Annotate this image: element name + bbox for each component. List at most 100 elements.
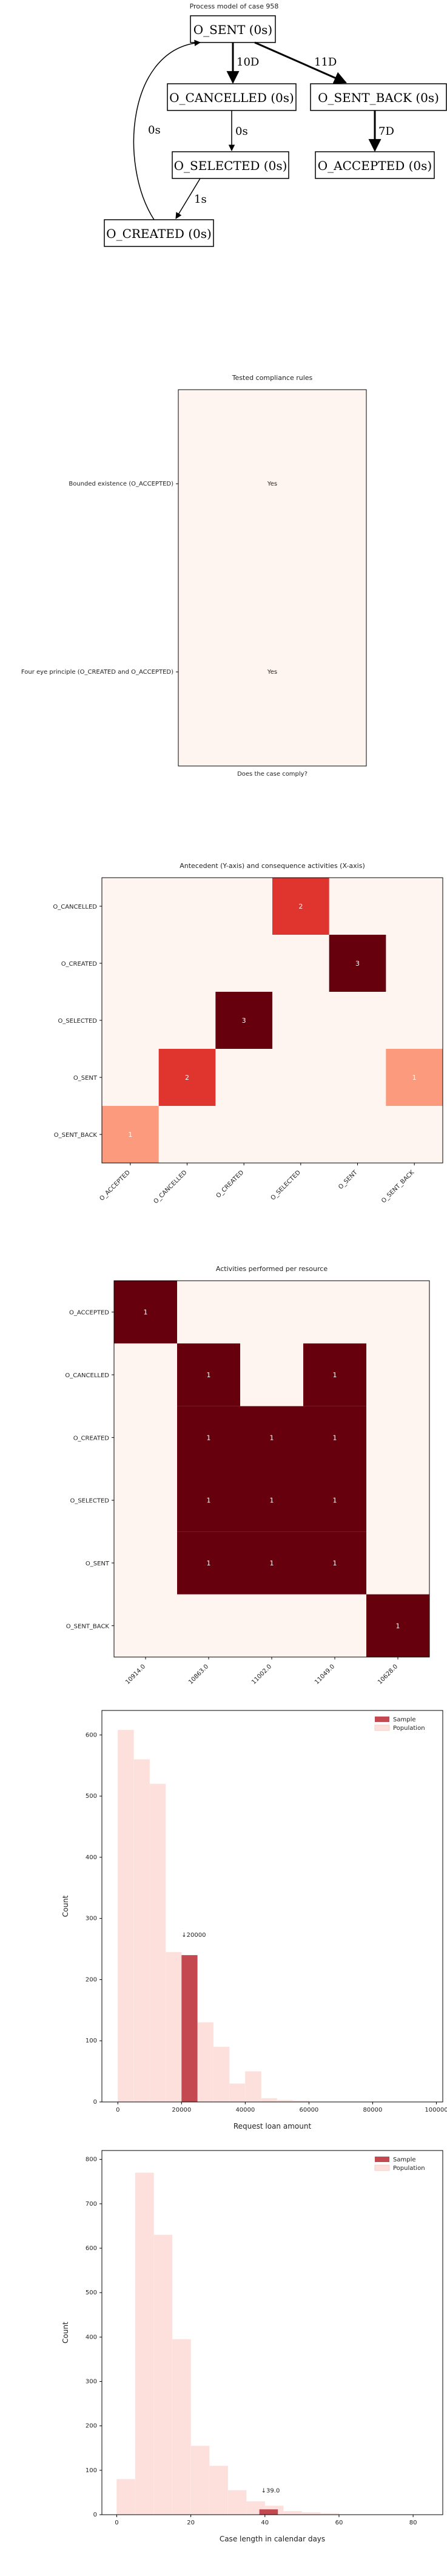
y-tick-label: 300 [86,1916,97,1922]
heatmap-cell [177,1343,240,1406]
y-tick-label: 0 [93,2512,97,2518]
cell-value: 2 [298,903,303,910]
y-tick-label: Four eye principle (O_CREATED and O_ACCE… [21,669,173,676]
edge-sent-cancelled: 10D [226,42,259,84]
cell-value: 1 [144,1309,148,1317]
edge-label: 10D [237,56,259,69]
histogram-bar [190,2446,210,2515]
cell-value: 1 [270,1559,274,1567]
x-tick-label: 60000 [299,2107,318,2113]
node-label: O_SELECTED (0s) [174,158,287,173]
x-tick-label: 80 [409,2520,417,2526]
chart-title: Activities performed per resource [216,1265,328,1273]
y-tick-label: O_SENT_BACK [66,1623,110,1630]
heatmap-cell [272,878,329,935]
y-tick-label: 100 [86,2038,97,2044]
x-tick-label: 0 [116,2107,119,2113]
legend-swatch [375,2157,389,2162]
histogram-bar [213,2047,230,2103]
y-tick-label: 600 [86,1732,97,1738]
histogram-bar [283,2510,303,2515]
legend-swatch [374,2164,390,2171]
histogram-bar [301,2512,321,2515]
x-tick-label: 20000 [172,2107,191,2113]
edge-sent-sentback: 11D [254,41,347,84]
y-tick-label: 200 [86,1976,97,1983]
compliance-value: Yes [267,481,277,487]
edge-label: 11D [314,56,337,69]
y-tick-label: O_ACCEPTED [69,1310,109,1317]
annotation-label: ↓39.0 [261,2487,280,2494]
compliance-value: Yes [267,669,277,676]
histogram-bar [118,1730,134,2103]
node-label: O_ACCEPTED (0s) [318,158,432,173]
process-model-title: Process model of case 958 [190,2,279,10]
cell-value: 1 [128,1131,132,1139]
legend-label: Sample [393,1717,416,1723]
y-tick-label: O_SELECTED [70,1498,109,1505]
y-tick-label: O_SENT [86,1561,110,1567]
y-tick-label: 200 [86,2423,97,2430]
heatmap-cell [158,1049,216,1106]
cell-value: 1 [333,1434,337,1442]
y-tick-label: 600 [86,2245,97,2252]
x-tick-label: 60 [335,2520,343,2526]
cell-value: 1 [333,1371,337,1379]
node-label: O_SENT_BACK (0s) [318,90,439,105]
process-model-graph: Process model of case 958 O_SENT (0s) O_… [104,2,447,247]
heatmap-cell [303,1469,366,1532]
histogram-bar [149,1783,166,2103]
cell-value: 1 [207,1434,211,1442]
histogram-bar [209,2466,228,2515]
x-tick-label: 100000 [425,2107,447,2113]
node-label: O_SENT (0s) [193,22,273,37]
legend-swatch [374,1724,390,1731]
heatmap-cell [303,1406,366,1469]
y-tick-label: O_SELECTED [58,1018,97,1025]
x-tick-label: 80000 [363,2107,383,2113]
heatmap-cell [386,1049,443,1106]
heatmap-cell [240,1531,303,1595]
chart-title: Antecedent (Y-axis) and consequence acti… [180,862,365,870]
y-tick-label: O_CREATED [73,1435,110,1442]
y-tick-label: Bounded existence (O_ACCEPTED) [69,481,173,487]
plot-frame [101,2150,443,2515]
heatmap-cell [303,1531,366,1595]
x-axis-label: Request loan amount [234,2122,312,2130]
chart-title: Tested compliance rules [232,374,313,382]
x-axis-label: Case length in calendar days [220,2535,325,2543]
histogram-bar [153,2234,173,2515]
heatmap-cell [366,1594,429,1657]
x-tick-label: 20 [187,2520,195,2526]
histogram-bar [172,2339,191,2515]
node-o-sent: O_SENT (0s) [190,15,276,43]
cell-value: 3 [355,960,360,968]
y-tick-label: O_CANCELLED [53,904,97,910]
cell-value: 1 [207,1497,211,1505]
cell-value: 1 [270,1434,274,1442]
histogram-bar [116,2479,136,2515]
y-tick-label: 500 [86,2290,97,2296]
plot-area [178,389,367,767]
edge-created-sent: 0s [133,39,201,220]
cell-value: 1 [270,1497,274,1505]
heatmap-cell [177,1531,240,1595]
cell-value: 1 [207,1559,211,1567]
legend-label: Population [393,1725,425,1732]
cell-value: 1 [412,1074,417,1082]
heatmap-cell [177,1406,240,1469]
heatmap-cell [329,935,386,992]
cell-value: 1 [333,1559,337,1567]
edge-selected-created: 1s [175,178,207,219]
y-tick-label: 400 [86,2334,97,2340]
histogram-bar [259,2509,278,2515]
y-tick-label: 800 [86,2157,97,2163]
y-tick-label: 700 [86,2201,97,2208]
edge-label: 0s [235,125,248,138]
heatmap-cell [240,1406,303,1469]
x-tick-label: 0 [115,2520,118,2526]
